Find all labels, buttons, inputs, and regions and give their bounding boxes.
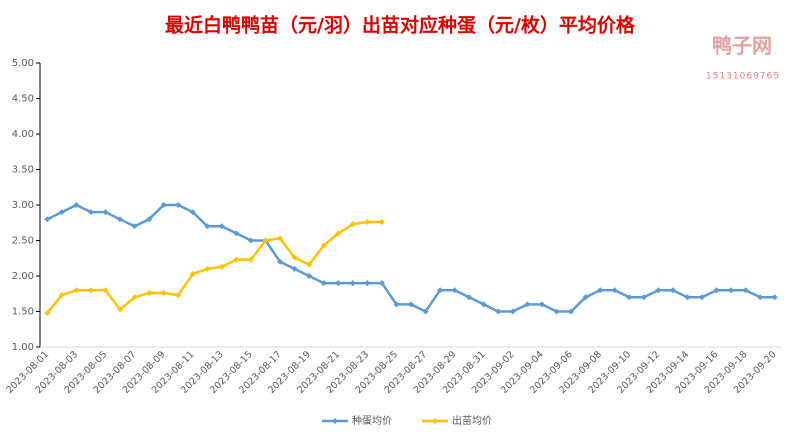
point — [684, 294, 691, 301]
y-tick-label: 1.50 — [12, 307, 34, 318]
point — [131, 294, 138, 301]
point — [277, 258, 284, 265]
point — [757, 294, 764, 301]
legend-marker — [432, 418, 438, 424]
point — [233, 230, 240, 237]
series-line — [46, 220, 382, 314]
point — [175, 202, 182, 208]
point — [364, 280, 371, 287]
point — [204, 265, 211, 272]
point — [378, 280, 385, 287]
point — [218, 263, 225, 270]
point — [117, 306, 124, 313]
y-tick-label: 1.00 — [12, 342, 34, 353]
point — [495, 308, 502, 315]
series-line — [46, 203, 775, 314]
point — [393, 301, 400, 308]
point — [102, 209, 109, 216]
point — [233, 256, 240, 263]
point — [87, 287, 94, 294]
point — [480, 301, 487, 308]
point — [466, 294, 473, 301]
point — [291, 254, 298, 261]
point — [451, 287, 458, 294]
point — [160, 202, 167, 208]
point — [306, 273, 313, 279]
point — [378, 219, 385, 226]
point — [698, 294, 705, 301]
point — [218, 223, 225, 230]
legend-label: 种蛋均价 — [352, 414, 392, 427]
watermark-name: 鸭子网 — [712, 34, 772, 58]
point — [58, 292, 65, 299]
point — [568, 308, 575, 315]
y-tick-label: 2.50 — [12, 236, 34, 247]
y-tick-label: 5.00 — [12, 58, 34, 69]
point — [146, 216, 153, 223]
chart-title: 最近白鸭鸭苗（元/羽）出苗对应种蛋（元/枚）平均价格 — [165, 14, 636, 37]
point — [422, 308, 429, 315]
point — [117, 216, 124, 223]
point — [320, 242, 327, 249]
legend-label: 出苗均价 — [452, 414, 492, 427]
point — [247, 237, 254, 244]
point — [175, 292, 182, 299]
point — [131, 223, 138, 230]
point — [713, 287, 720, 294]
point — [58, 209, 65, 216]
legend-marker — [332, 418, 338, 424]
point — [364, 219, 371, 226]
point — [524, 301, 531, 308]
point — [553, 308, 560, 315]
point — [349, 221, 356, 228]
point — [146, 290, 153, 297]
point — [73, 202, 80, 208]
point — [44, 309, 51, 316]
point — [335, 230, 342, 237]
point — [291, 265, 298, 272]
point — [771, 294, 778, 301]
point — [335, 280, 342, 287]
point — [538, 301, 545, 308]
point — [189, 209, 196, 216]
point — [626, 294, 633, 301]
y-tick-label: 4.00 — [12, 129, 34, 140]
point — [728, 287, 735, 294]
point — [204, 223, 211, 230]
point — [306, 261, 313, 268]
point — [509, 308, 516, 315]
point — [597, 287, 604, 294]
y-tick-label: 3.00 — [12, 200, 34, 211]
point — [742, 287, 749, 294]
point — [102, 287, 109, 294]
point — [44, 216, 51, 223]
y-tick-label: 3.50 — [12, 165, 34, 176]
point — [277, 235, 284, 242]
point — [611, 287, 618, 294]
point — [320, 280, 327, 287]
point — [189, 270, 196, 277]
watermark-phone: 15131069765 — [706, 72, 780, 82]
point — [73, 287, 80, 294]
point — [160, 290, 167, 297]
y-tick-label: 2.00 — [12, 271, 34, 282]
point — [349, 280, 356, 287]
point — [247, 256, 254, 263]
y-tick-label: 4.50 — [12, 94, 34, 105]
point — [655, 287, 662, 294]
point — [669, 287, 676, 294]
point — [262, 237, 269, 244]
point — [87, 209, 94, 216]
point — [582, 294, 589, 301]
point — [437, 287, 444, 294]
point — [408, 301, 414, 308]
point — [640, 294, 647, 301]
